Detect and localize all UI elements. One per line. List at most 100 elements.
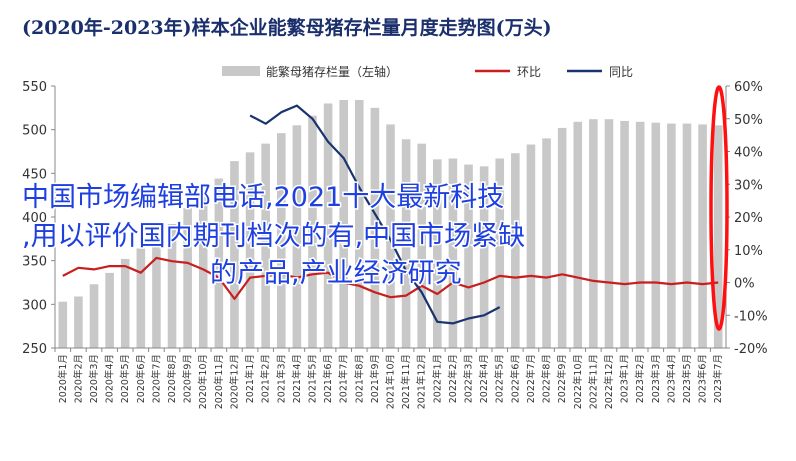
x-tick-label: 2022年11月 bbox=[587, 354, 599, 409]
x-tick-label: 2022年6月 bbox=[509, 354, 521, 403]
x-tick-label: 2021年9月 bbox=[369, 354, 381, 403]
legend-label-yoy: 同比 bbox=[609, 65, 633, 79]
x-tick-label: 2021年3月 bbox=[275, 354, 287, 403]
bar bbox=[635, 121, 645, 348]
bar bbox=[105, 272, 114, 348]
bar bbox=[698, 124, 707, 348]
bar bbox=[573, 121, 583, 348]
x-tick-label: 2021年12月 bbox=[416, 354, 428, 409]
bar bbox=[479, 166, 489, 348]
right-axis-ticks: -20% -10% 0% 10% 20% 30% 40% 50% 60% bbox=[726, 80, 768, 357]
bar bbox=[526, 144, 536, 348]
chart-title: (2020年-2023年)样本企业能繁母猪存栏量月度走势图(万头) bbox=[22, 16, 552, 39]
left-tick-label: 550 bbox=[22, 80, 47, 95]
bar bbox=[589, 119, 598, 348]
bar bbox=[292, 125, 302, 348]
x-tick-label: 2021年5月 bbox=[306, 354, 318, 403]
x-tick-label: 2020年1月 bbox=[57, 354, 69, 403]
bar bbox=[339, 99, 348, 349]
bar bbox=[511, 153, 520, 348]
x-tick-label: 2022年1月 bbox=[431, 354, 443, 403]
right-tick-label: 50% bbox=[734, 113, 763, 128]
x-tick-label: 2021年2月 bbox=[260, 354, 272, 403]
bar bbox=[261, 143, 270, 348]
x-tick-label: 2020年9月 bbox=[182, 354, 194, 403]
bar bbox=[667, 123, 676, 348]
bar bbox=[682, 123, 692, 348]
x-tick-label: 2021年10月 bbox=[385, 354, 397, 409]
bar bbox=[276, 133, 286, 348]
overlay-line-1: 中国市场编辑部电话,2021十大最新科技 bbox=[22, 182, 504, 213]
bar bbox=[230, 161, 239, 348]
bar bbox=[167, 223, 177, 348]
x-tick-label: 2020年11月 bbox=[213, 354, 225, 409]
bar bbox=[152, 239, 161, 348]
x-tick-label: 2020年3月 bbox=[88, 354, 100, 403]
bar bbox=[542, 138, 551, 348]
x-tick-label: 2021年6月 bbox=[322, 354, 334, 403]
legend-label-bar: 能繁母猪存栏量（左轴） bbox=[266, 64, 398, 79]
x-tick-label: 2023年1月 bbox=[619, 354, 631, 403]
left-tick-label: 300 bbox=[22, 298, 47, 313]
right-tick-label: 40% bbox=[734, 146, 763, 161]
x-tick-label: 2023年7月 bbox=[712, 354, 724, 403]
bar bbox=[183, 208, 192, 348]
x-tick-label: 2022年2月 bbox=[447, 354, 459, 403]
x-tick-label: 2022年7月 bbox=[525, 354, 537, 403]
right-tick-label: 60% bbox=[734, 80, 763, 95]
left-tick-label: 350 bbox=[22, 255, 47, 270]
bar bbox=[386, 124, 395, 348]
x-tick-label: 2023年2月 bbox=[634, 354, 646, 403]
bar bbox=[245, 152, 255, 348]
x-tick-label: 2021年4月 bbox=[291, 354, 303, 403]
right-tick-label: 0% bbox=[734, 277, 755, 292]
x-tick-label: 2021年1月 bbox=[244, 354, 256, 403]
bar bbox=[401, 139, 411, 348]
x-tick-label: 2023年5月 bbox=[681, 354, 693, 403]
bar bbox=[136, 248, 146, 348]
bar bbox=[433, 159, 442, 348]
mom-line bbox=[62, 256, 719, 300]
bar bbox=[74, 296, 83, 348]
bar bbox=[464, 164, 473, 348]
left-tick-label: 400 bbox=[22, 211, 47, 226]
bar bbox=[495, 158, 505, 348]
yoy-line bbox=[249, 104, 501, 325]
x-tick-label: 2020年12月 bbox=[228, 354, 240, 409]
bar bbox=[354, 99, 364, 349]
bar bbox=[370, 107, 380, 348]
bar bbox=[120, 258, 130, 348]
x-tick-label: 2021年11月 bbox=[400, 354, 412, 409]
right-tick-label: -10% bbox=[734, 309, 768, 324]
bar bbox=[448, 158, 458, 348]
x-tick-label: 2020年10月 bbox=[197, 354, 209, 409]
x-tick-label: 2023年6月 bbox=[697, 354, 709, 403]
bar bbox=[89, 284, 99, 348]
x-tick-label: 2022年5月 bbox=[494, 354, 506, 403]
x-tick-label: 2020年8月 bbox=[166, 354, 178, 403]
bar bbox=[604, 119, 614, 348]
x-axis-ticks: 2020年1月 2020年2月 2020年3月 2020年4月 2020年5月 2020年… bbox=[54, 348, 724, 409]
x-tick-label: 2021年7月 bbox=[338, 354, 350, 403]
x-tick-label: 2022年8月 bbox=[541, 354, 553, 403]
x-tick-label: 2020年2月 bbox=[72, 354, 84, 403]
bar bbox=[713, 125, 723, 348]
left-tick-label: 450 bbox=[22, 167, 47, 182]
bar bbox=[214, 178, 224, 348]
x-tick-label: 2020年7月 bbox=[150, 354, 162, 403]
bar bbox=[651, 122, 661, 349]
bar bbox=[620, 120, 629, 348]
highlight-ellipse bbox=[709, 85, 729, 331]
x-tick-label: 2022年12月 bbox=[603, 354, 615, 409]
x-tick-label: 2023年4月 bbox=[665, 354, 677, 403]
x-tick-label: 2020年6月 bbox=[135, 354, 147, 403]
bar bbox=[417, 143, 427, 348]
x-tick-label: 2022年4月 bbox=[478, 354, 490, 403]
left-axis-ticks: 250 300 350 400 450 500 550 bbox=[22, 80, 55, 357]
right-tick-label: 20% bbox=[734, 211, 763, 226]
x-tick-label: 2022年3月 bbox=[463, 354, 475, 403]
bar bbox=[323, 103, 333, 348]
x-tick-label: 2023年3月 bbox=[650, 354, 662, 403]
legend-swatch-bar bbox=[222, 66, 260, 76]
